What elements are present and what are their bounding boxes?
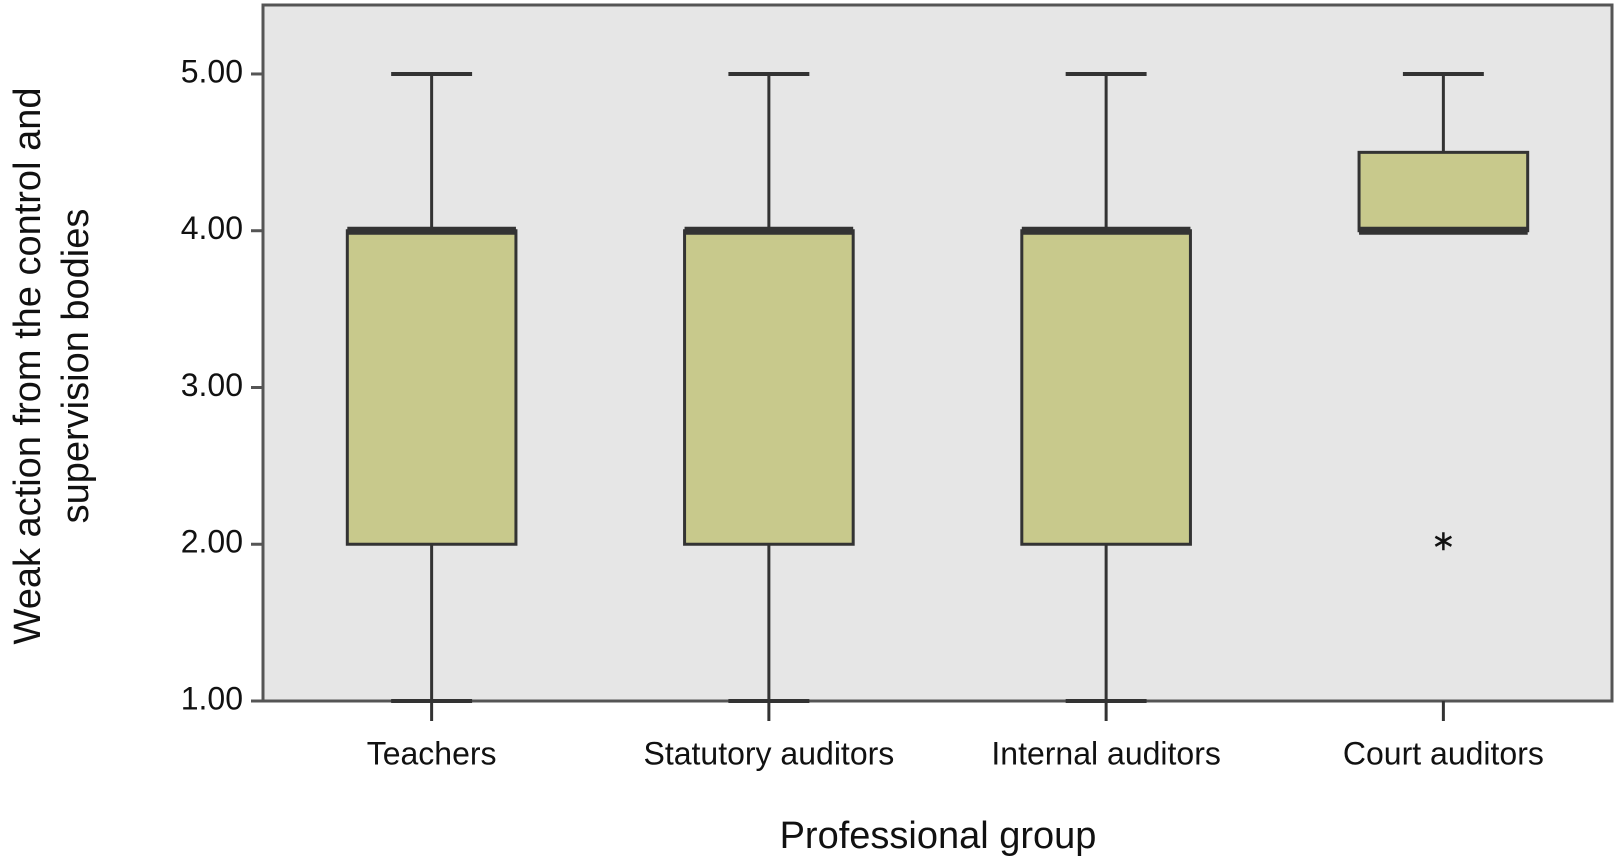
y-tick-label: 1.00 — [181, 680, 243, 716]
outlier — [1434, 532, 1452, 551]
y-axis-title: Weak action from the control and — [7, 88, 49, 645]
y-tick-label: 4.00 — [181, 210, 243, 246]
y-tick-label: 3.00 — [181, 367, 243, 403]
x-tick-label: Statutory auditors — [643, 735, 894, 771]
y-tick-label: 2.00 — [181, 524, 243, 560]
x-tick-label: Teachers — [367, 735, 497, 771]
outlier-stroke — [1434, 535, 1452, 547]
box — [1020, 229, 1192, 546]
x-tick-label: Internal auditors — [991, 735, 1220, 771]
y-axis-title: supervision bodies — [55, 209, 97, 524]
box — [1357, 150, 1530, 233]
y-tick-label: 5.00 — [181, 53, 243, 89]
box — [345, 229, 518, 546]
box — [683, 229, 855, 546]
x-axis-title: Professional group — [780, 815, 1097, 857]
x-tick-label: Court auditors — [1343, 735, 1544, 771]
